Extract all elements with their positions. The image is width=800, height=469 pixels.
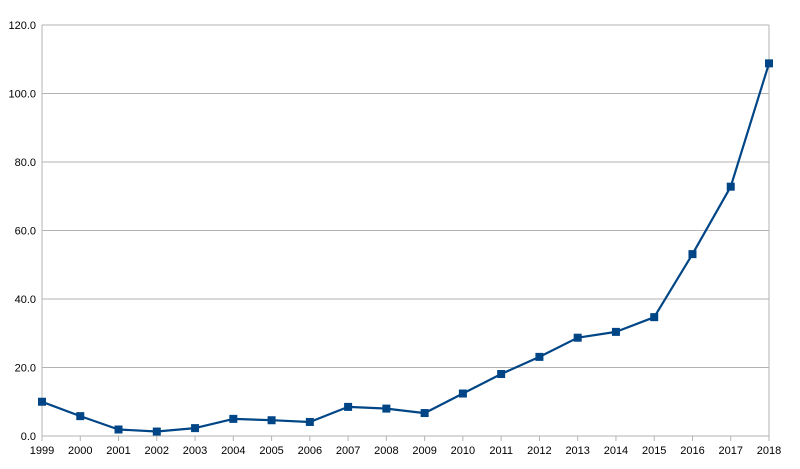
data-point-2008 bbox=[382, 404, 391, 413]
data-point-2017 bbox=[726, 182, 735, 191]
x-tick-label: 2016 bbox=[680, 445, 704, 457]
data-point-2018 bbox=[765, 59, 773, 68]
data-point-2002 bbox=[152, 427, 161, 436]
x-axis: 1999 2000 2001 2002 2003 2004 2005 2006 2007 2008… bbox=[30, 436, 781, 457]
data-point-2003 bbox=[191, 424, 200, 433]
y-tick-label: 40.0 bbox=[15, 294, 36, 306]
y-axis: 0.0 20.0 40.0 60.0 80.0 100.0 120.0 bbox=[8, 20, 36, 443]
data-point-2011 bbox=[497, 370, 506, 379]
x-tick-label: 2018 bbox=[757, 445, 781, 457]
x-tick-label: 2004 bbox=[221, 445, 245, 457]
data-point-2012 bbox=[535, 352, 544, 361]
y-tick-label: 20.0 bbox=[15, 363, 36, 375]
x-tick-label: 2001 bbox=[106, 445, 130, 457]
x-tick-label: 2006 bbox=[298, 445, 322, 457]
data-point-2007 bbox=[344, 402, 353, 411]
gridlines bbox=[41, 24, 770, 437]
data-point-2006 bbox=[305, 417, 314, 426]
x-tick-label: 2002 bbox=[145, 445, 169, 457]
x-tick-label: 2012 bbox=[527, 445, 551, 457]
data-point-2013 bbox=[573, 333, 582, 342]
data-point-2000 bbox=[76, 412, 85, 421]
y-tick-label: 100.0 bbox=[8, 89, 36, 101]
series-layer bbox=[38, 59, 773, 436]
y-tick-label: 120.0 bbox=[8, 20, 36, 32]
data-point-2009 bbox=[420, 409, 429, 418]
y-tick-label: 0.0 bbox=[21, 431, 36, 443]
data-point-2005 bbox=[267, 416, 276, 425]
data-point-2016 bbox=[688, 250, 697, 259]
data-point-2001 bbox=[114, 425, 123, 434]
x-tick-label: 2013 bbox=[565, 445, 589, 457]
x-tick-label: 2009 bbox=[412, 445, 436, 457]
x-tick-label: 2011 bbox=[489, 445, 513, 457]
data-point-2014 bbox=[611, 327, 620, 336]
x-tick-label: 2007 bbox=[336, 445, 360, 457]
x-tick-label: 1999 bbox=[30, 445, 54, 457]
data-point-2010 bbox=[458, 389, 467, 398]
data-point-2004 bbox=[229, 414, 238, 423]
series-line bbox=[41, 63, 771, 433]
x-tick-label: 2017 bbox=[718, 445, 742, 457]
data-point-1999 bbox=[38, 397, 46, 406]
x-tick-label: 2008 bbox=[374, 445, 398, 457]
x-tick-label: 2014 bbox=[604, 445, 628, 457]
x-tick-label: 2015 bbox=[642, 445, 666, 457]
x-tick-label: 2005 bbox=[259, 445, 283, 457]
y-tick-label: 80.0 bbox=[15, 157, 36, 169]
x-tick-label: 2003 bbox=[183, 445, 207, 457]
data-point-2015 bbox=[650, 313, 659, 322]
x-tick-label: 2010 bbox=[451, 445, 475, 457]
y-tick-label: 60.0 bbox=[15, 226, 36, 238]
x-tick-label: 2000 bbox=[68, 445, 92, 457]
